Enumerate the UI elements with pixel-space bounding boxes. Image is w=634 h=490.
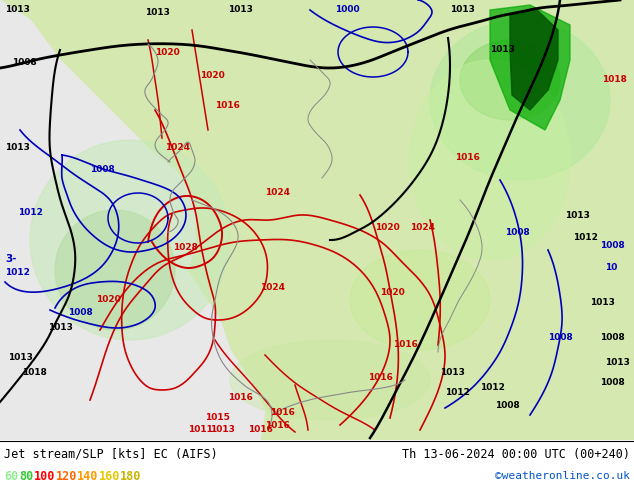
- Polygon shape: [510, 8, 558, 110]
- Text: 1008: 1008: [600, 241, 624, 250]
- Text: 3-: 3-: [5, 254, 16, 264]
- Text: 1016: 1016: [368, 373, 393, 382]
- Text: 1015: 1015: [205, 413, 230, 422]
- Text: 1008: 1008: [600, 378, 624, 387]
- Text: 1020: 1020: [200, 71, 224, 80]
- Text: 1020: 1020: [96, 295, 120, 304]
- Polygon shape: [0, 180, 265, 440]
- Text: 1013: 1013: [5, 5, 30, 14]
- Text: Th 13-06-2024 00:00 UTC (00+240): Th 13-06-2024 00:00 UTC (00+240): [402, 447, 630, 461]
- Text: 1013: 1013: [145, 8, 170, 17]
- Polygon shape: [490, 5, 570, 130]
- Ellipse shape: [55, 210, 175, 330]
- Text: 1013: 1013: [5, 143, 30, 152]
- Text: 1024: 1024: [260, 283, 285, 292]
- Text: 1008: 1008: [600, 333, 624, 342]
- Text: 1016: 1016: [270, 408, 295, 417]
- Text: 1016: 1016: [265, 421, 290, 430]
- Text: 1016: 1016: [455, 153, 480, 162]
- Text: 1016: 1016: [393, 340, 418, 349]
- Ellipse shape: [430, 20, 610, 180]
- Text: 1012: 1012: [5, 268, 30, 277]
- Text: 1024: 1024: [265, 188, 290, 197]
- Text: 1020: 1020: [380, 288, 404, 297]
- Text: 120: 120: [56, 469, 77, 483]
- Text: 1020: 1020: [155, 48, 180, 57]
- Text: 1008: 1008: [548, 333, 573, 342]
- Text: 1008: 1008: [505, 228, 530, 237]
- Text: ©weatheronline.co.uk: ©weatheronline.co.uk: [495, 471, 630, 481]
- Text: 1013: 1013: [590, 298, 615, 307]
- Polygon shape: [0, 0, 195, 440]
- Text: 1013: 1013: [565, 211, 590, 220]
- Text: 80: 80: [19, 469, 33, 483]
- Text: 1013: 1013: [605, 358, 630, 367]
- Text: 1000: 1000: [335, 5, 359, 14]
- Text: 1013: 1013: [48, 323, 73, 332]
- Ellipse shape: [350, 250, 490, 350]
- Text: 1028: 1028: [173, 243, 198, 252]
- Text: 1012: 1012: [480, 383, 505, 392]
- Text: 1008: 1008: [12, 58, 37, 67]
- Text: 1013: 1013: [450, 5, 475, 14]
- Ellipse shape: [460, 40, 560, 120]
- Text: 1013: 1013: [490, 45, 515, 54]
- Text: 1018: 1018: [22, 368, 47, 377]
- Text: 1012: 1012: [445, 388, 470, 397]
- Text: 1016: 1016: [215, 101, 240, 110]
- Text: 1024: 1024: [410, 223, 435, 232]
- Text: 1012: 1012: [573, 233, 598, 242]
- Text: 1008: 1008: [90, 165, 115, 174]
- Text: 1013: 1013: [440, 368, 465, 377]
- Text: 1013: 1013: [210, 425, 235, 434]
- Text: 1013: 1013: [8, 353, 33, 362]
- Text: 60: 60: [4, 469, 18, 483]
- Ellipse shape: [230, 340, 430, 420]
- Text: 1008: 1008: [495, 401, 520, 410]
- Text: 140: 140: [77, 469, 98, 483]
- Ellipse shape: [410, 60, 570, 260]
- Text: 10: 10: [605, 263, 618, 272]
- Text: Jet stream/SLP [kts] EC (AIFS): Jet stream/SLP [kts] EC (AIFS): [4, 447, 217, 461]
- Ellipse shape: [30, 140, 230, 340]
- Text: 180: 180: [120, 469, 141, 483]
- Text: 160: 160: [98, 469, 120, 483]
- Text: 1012: 1012: [18, 208, 43, 217]
- Text: 1008: 1008: [68, 308, 93, 317]
- Text: 1016: 1016: [248, 425, 273, 434]
- Text: 100: 100: [34, 469, 55, 483]
- Text: 1011: 1011: [188, 425, 213, 434]
- Text: 1018: 1018: [602, 75, 627, 84]
- Text: 1013: 1013: [228, 5, 253, 14]
- Text: 1020: 1020: [375, 223, 400, 232]
- Text: 1016: 1016: [228, 393, 253, 402]
- Text: 1024: 1024: [165, 143, 190, 152]
